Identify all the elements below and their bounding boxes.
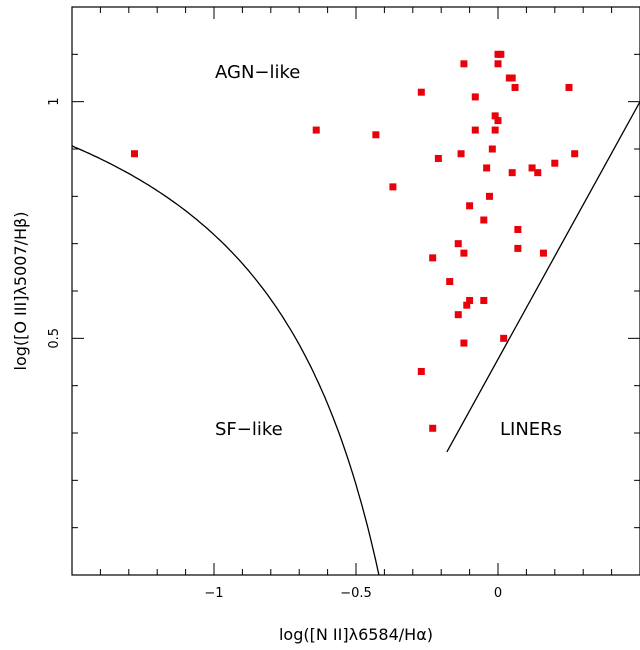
y-tick-label: 0.5 [47, 328, 62, 349]
x-axis-label: log([N II]λ6584/Hα) [279, 625, 433, 644]
data-point [571, 150, 579, 158]
data-point [454, 240, 462, 248]
y-axis-label: log([O III]λ5007/Hβ) [11, 211, 30, 370]
data-point [417, 88, 425, 96]
data-point [483, 164, 491, 172]
data-point [480, 216, 488, 224]
data-point [434, 154, 442, 162]
data-point [565, 83, 573, 91]
data-point [429, 254, 437, 262]
data-point [471, 93, 479, 101]
data-point [491, 126, 499, 134]
data-point [417, 367, 425, 375]
data-point [491, 112, 499, 120]
data-point [494, 60, 502, 68]
data-point [500, 334, 508, 342]
data-point [446, 278, 454, 286]
data-point [480, 296, 488, 304]
y-tick-label: 1 [47, 98, 62, 106]
x-tick-label: −1 [204, 586, 223, 601]
data-point [514, 225, 522, 233]
data-point [508, 74, 516, 82]
data-point [514, 244, 522, 252]
data-point [457, 150, 465, 158]
kauffmann-curve [71, 145, 380, 576]
data-point [454, 311, 462, 319]
data-point [494, 117, 502, 125]
data-point [508, 169, 516, 177]
x-tick-label: 0 [494, 586, 502, 601]
data-point [463, 301, 471, 309]
data-point [372, 131, 380, 139]
data-point [460, 249, 468, 257]
axis-ticks [72, 7, 640, 575]
data-point [471, 126, 479, 134]
data-point [539, 249, 547, 257]
data-points [130, 50, 579, 432]
x-tick-label: −0.5 [340, 586, 372, 601]
data-point [551, 159, 559, 167]
data-point [466, 202, 474, 210]
plot-frame [71, 6, 640, 576]
data-point [460, 60, 468, 68]
tick-labels: −1 −0.5 0 0.5 1 [47, 98, 502, 601]
data-point [130, 150, 138, 158]
data-point [429, 424, 437, 432]
data-point [528, 164, 536, 172]
region-label-sf: SF−like [215, 419, 283, 440]
data-point [534, 169, 542, 177]
liner-dividing-line [446, 101, 640, 453]
data-point [312, 126, 320, 134]
data-point [497, 50, 505, 58]
data-point [389, 183, 397, 191]
region-label-liners: LINERs [500, 419, 562, 440]
data-point [488, 145, 496, 153]
data-point [511, 83, 519, 91]
data-point [460, 339, 468, 347]
demarcation-lines [71, 101, 640, 576]
region-label-agn: AGN−like [215, 62, 300, 83]
data-point [466, 296, 474, 304]
data-point [485, 192, 493, 200]
